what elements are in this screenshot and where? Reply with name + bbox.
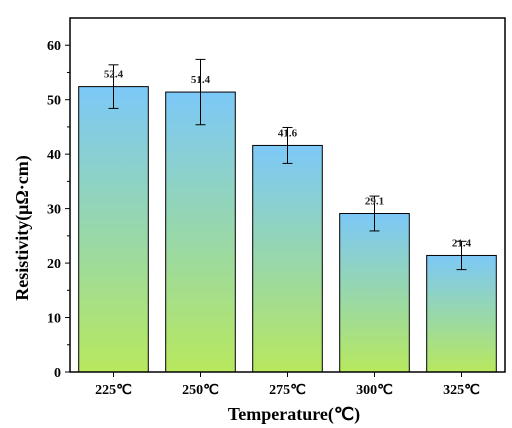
data-label: 29.1 <box>365 196 384 208</box>
x-tick-label: 275℃ <box>269 383 306 398</box>
x-tick-label: 250℃ <box>182 383 219 398</box>
x-tick-label: 325℃ <box>443 383 480 398</box>
bar <box>252 144 323 373</box>
x-tick-label: 225℃ <box>95 383 132 398</box>
bar <box>426 254 497 373</box>
bar <box>339 213 410 373</box>
data-label: 41.6 <box>278 127 298 139</box>
y-tick-label: 50 <box>47 94 61 109</box>
data-label: 21.4 <box>452 237 472 249</box>
x-tick-label: 300℃ <box>356 383 393 398</box>
y-tick-label: 20 <box>47 257 61 272</box>
data-label: 52.4 <box>104 69 124 81</box>
y-tick-label: 40 <box>47 148 61 163</box>
data-label: 51.4 <box>191 74 211 86</box>
y-tick-label: 0 <box>54 366 61 381</box>
plot-frame <box>69 17 506 373</box>
bar <box>78 86 149 373</box>
x-axis-title: Temperature(℃) <box>228 404 360 425</box>
y-axis-title: Resistivity(μΩ·cm) <box>12 155 33 301</box>
y-tick-label: 30 <box>47 203 61 218</box>
bar <box>165 91 236 373</box>
y-tick-label: 60 <box>47 39 61 54</box>
y-tick-label: 10 <box>47 312 61 327</box>
